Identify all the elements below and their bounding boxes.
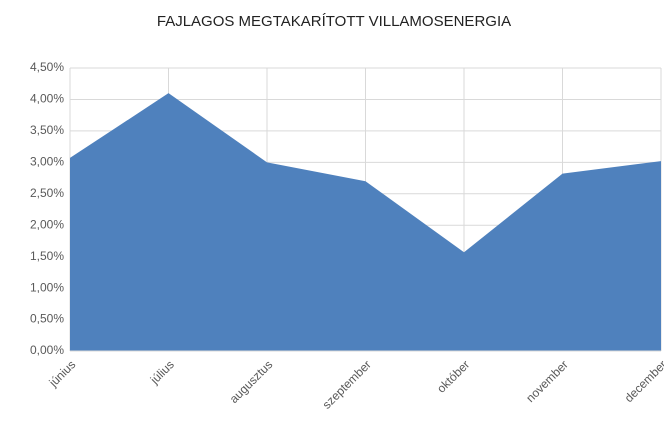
x-tick-label: szeptember — [320, 357, 374, 411]
y-tick-label: 1,00% — [30, 280, 64, 294]
y-tick-label: 2,50% — [30, 186, 64, 200]
x-tick-label: október — [434, 357, 472, 395]
y-tick-label: 4,50% — [30, 60, 64, 74]
x-tick-label: augusztus — [227, 357, 276, 406]
chart-title: FAJLAGOS MEGTAKARÍTOTT VILLAMOSENERGIA — [157, 13, 511, 30]
x-tick-label: november — [523, 357, 571, 405]
y-tick-label: 2,00% — [30, 217, 64, 231]
x-tick-label: július — [147, 357, 177, 387]
area — [70, 93, 661, 352]
y-tick-label: 3,00% — [30, 155, 64, 169]
y-tick-label: 3,50% — [30, 123, 64, 137]
x-tick-label: december — [622, 357, 664, 405]
x-tick-label: június — [46, 357, 79, 390]
y-tick-label: 1,50% — [30, 249, 64, 263]
y-tick-label: 0,50% — [30, 312, 64, 326]
y-tick-label: 0,00% — [30, 343, 64, 357]
y-tick-label: 4,00% — [30, 92, 64, 106]
